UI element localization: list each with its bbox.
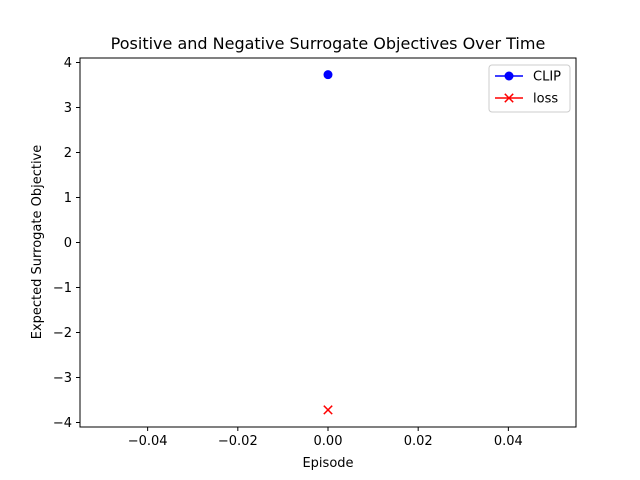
- y-tick-label: 0: [64, 236, 72, 251]
- y-tick-label: 1: [64, 191, 72, 206]
- y-axis-label: Expected Surrogate Objective: [30, 145, 45, 340]
- legend-label: loss: [533, 92, 558, 107]
- y-tick-label: 2: [64, 146, 72, 161]
- plot-area: [79, 57, 577, 428]
- x-axis-ticks: −0.04 −0.02 0.00 0.02 0.04: [128, 427, 523, 449]
- y-axis-ticks: −4 −3 −2 −1 0 1 2 3 4: [53, 56, 80, 431]
- data-point-loss: [323, 405, 333, 415]
- x-tick-label: 0.02: [404, 434, 433, 449]
- legend-marker: [504, 93, 514, 103]
- x-tick-label: −0.04: [128, 434, 168, 449]
- chart-title: Positive and Negative Surrogate Objectiv…: [111, 34, 546, 53]
- legend: CLIP loss: [488, 64, 571, 113]
- series-layer: [323, 70, 333, 415]
- legend-item-clip: CLIP: [495, 70, 561, 85]
- legend-label: CLIP: [533, 70, 561, 85]
- y-tick-label: 3: [64, 101, 72, 116]
- y-tick-label: −2: [53, 326, 72, 341]
- legend-item-loss: loss: [495, 92, 558, 107]
- y-tick-label: −3: [53, 371, 72, 386]
- x-tick-label: −0.02: [218, 434, 258, 449]
- data-point-clip: [323, 70, 333, 80]
- y-tick-label: 4: [64, 56, 72, 71]
- y-tick-label: −1: [53, 281, 72, 296]
- x-axis-label: Episode: [302, 456, 353, 471]
- legend-marker: [504, 71, 514, 81]
- x-tick-label: 0.04: [494, 434, 523, 449]
- y-tick-label: −4: [53, 416, 72, 431]
- x-tick-label: 0.00: [314, 434, 343, 449]
